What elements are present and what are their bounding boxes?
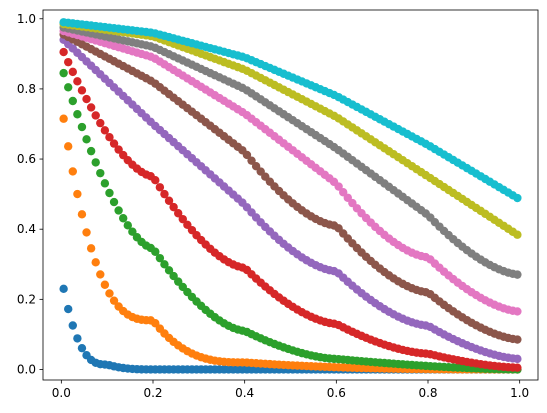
data-point bbox=[68, 96, 77, 106]
data-point bbox=[109, 197, 119, 207]
data-point bbox=[151, 247, 160, 256]
data-point bbox=[114, 206, 123, 215]
data-point bbox=[59, 114, 68, 123]
data-point bbox=[164, 196, 174, 205]
data-point bbox=[86, 146, 96, 156]
y-tick-label: 0.6 bbox=[17, 152, 36, 166]
data-point bbox=[82, 135, 91, 144]
series-6 bbox=[59, 26, 522, 316]
data-point bbox=[174, 209, 183, 218]
data-point bbox=[160, 189, 169, 199]
data-point bbox=[73, 110, 82, 119]
plot-frame bbox=[42, 9, 539, 381]
data-point bbox=[59, 284, 68, 294]
y-tick-label: 0.0 bbox=[17, 362, 36, 376]
y-axis: 0.0 0.2 0.4 0.6 0.8 1.0 bbox=[17, 12, 43, 376]
data-point bbox=[73, 189, 82, 199]
y-tick-label: 0.2 bbox=[17, 292, 36, 306]
data-point bbox=[513, 363, 522, 372]
data-point bbox=[100, 179, 110, 188]
data-point bbox=[96, 270, 105, 279]
data-point bbox=[100, 280, 110, 289]
x-tick-label: 0.6 bbox=[327, 386, 346, 400]
data-point bbox=[86, 103, 96, 112]
series-3 bbox=[59, 47, 522, 372]
data-point bbox=[100, 126, 110, 135]
data-point bbox=[155, 253, 165, 263]
data-point bbox=[96, 168, 105, 178]
data-point bbox=[64, 142, 73, 151]
data-point bbox=[96, 118, 105, 128]
data-point bbox=[109, 296, 119, 305]
x-tick-label: 0.0 bbox=[52, 386, 71, 400]
data-point bbox=[160, 260, 169, 269]
data-point bbox=[339, 188, 348, 197]
data-point bbox=[59, 68, 68, 78]
data-point bbox=[513, 270, 522, 279]
series-2 bbox=[59, 68, 522, 374]
data-point bbox=[178, 214, 187, 224]
data-point bbox=[91, 258, 100, 267]
data-point bbox=[86, 244, 96, 253]
data-point bbox=[77, 122, 87, 132]
data-point bbox=[334, 182, 343, 191]
data-point bbox=[155, 183, 165, 192]
series-9 bbox=[59, 18, 522, 203]
data-point bbox=[68, 67, 77, 77]
y-tick-label: 1.0 bbox=[17, 12, 36, 26]
data-point bbox=[77, 343, 87, 353]
y-tick-label: 0.4 bbox=[17, 222, 36, 236]
data-point bbox=[247, 156, 256, 165]
data-point bbox=[169, 271, 178, 281]
x-tick-label: 1.0 bbox=[510, 386, 529, 400]
x-tick-label: 0.2 bbox=[143, 386, 162, 400]
data-point bbox=[513, 307, 522, 316]
data-points bbox=[59, 18, 522, 374]
data-point bbox=[68, 167, 77, 176]
data-point bbox=[169, 202, 178, 212]
data-point bbox=[64, 304, 73, 314]
y-tick-label: 0.8 bbox=[17, 82, 36, 96]
x-axis: 0.0 0.2 0.4 0.6 0.8 1.0 bbox=[52, 380, 529, 400]
data-point bbox=[513, 193, 522, 203]
data-point bbox=[91, 158, 100, 167]
data-point bbox=[64, 57, 73, 67]
data-point bbox=[73, 334, 82, 343]
data-point bbox=[114, 145, 123, 154]
data-point bbox=[123, 221, 132, 230]
data-point bbox=[91, 111, 100, 120]
data-point bbox=[73, 77, 82, 86]
data-point bbox=[77, 86, 87, 95]
data-point bbox=[82, 94, 91, 104]
data-point bbox=[164, 266, 174, 275]
series-4 bbox=[59, 35, 522, 364]
data-point bbox=[64, 83, 73, 92]
data-point bbox=[68, 321, 77, 330]
data-point bbox=[105, 132, 114, 142]
data-point bbox=[105, 188, 114, 198]
series-5 bbox=[59, 30, 522, 344]
data-point bbox=[119, 214, 128, 223]
data-point bbox=[105, 289, 114, 298]
data-point bbox=[513, 230, 522, 239]
x-tick-label: 0.8 bbox=[418, 386, 437, 400]
data-point bbox=[77, 210, 87, 219]
data-point bbox=[513, 335, 522, 344]
data-point bbox=[59, 47, 68, 57]
data-point bbox=[82, 228, 91, 237]
data-point bbox=[151, 176, 160, 185]
x-tick-label: 0.4 bbox=[235, 386, 254, 400]
data-point bbox=[128, 227, 137, 236]
data-point bbox=[109, 139, 119, 148]
data-point bbox=[242, 150, 252, 160]
data-point bbox=[513, 354, 522, 364]
